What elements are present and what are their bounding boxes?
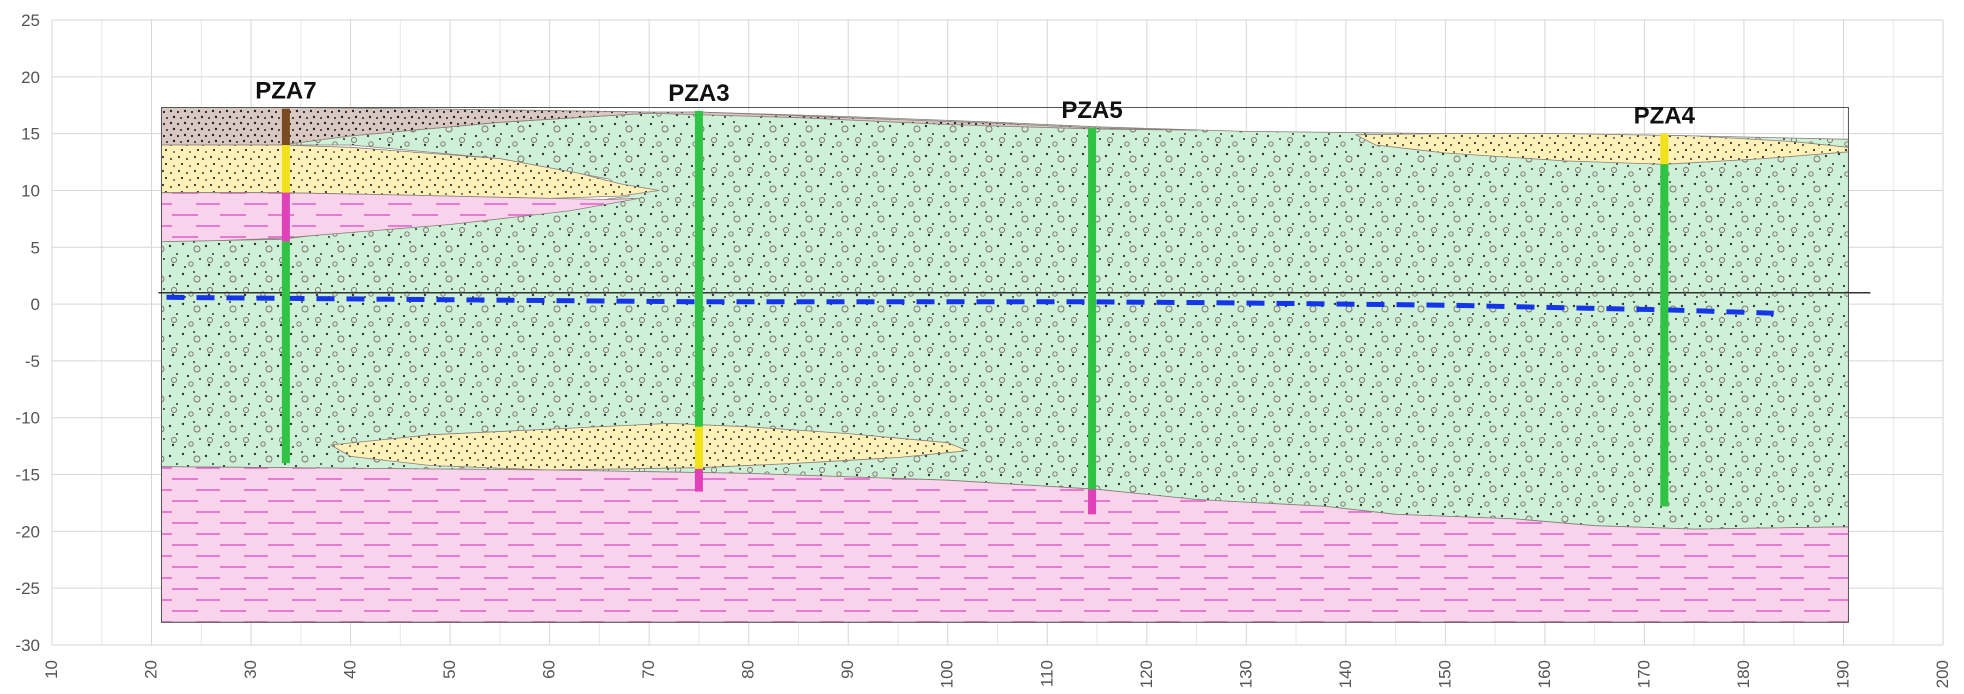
x-tick-label: 150 [1435, 660, 1454, 688]
borehole-segment-clay [282, 193, 290, 242]
borehole-segment-gravel [695, 111, 703, 427]
x-tick-label: 120 [1137, 660, 1156, 688]
borehole-segment-gravel [1660, 164, 1668, 506]
borehole-segment-sand [695, 427, 703, 469]
x-tick-label: 40 [341, 660, 360, 679]
x-tick-label: 50 [440, 660, 459, 679]
x-tick-label: 90 [838, 660, 857, 679]
y-tick-label: -20 [15, 522, 40, 541]
x-tick-label: 20 [142, 660, 161, 679]
y-axis: 25 20 15 10 5 0 -5 -10 -15 -20 -25 -30 [15, 11, 40, 655]
y-tick-label: 5 [31, 238, 40, 257]
x-tick-label: 170 [1634, 660, 1653, 688]
x-tick-label: 140 [1336, 660, 1355, 688]
x-tick-label: 80 [739, 660, 758, 679]
y-tick-label: -30 [15, 636, 40, 655]
y-tick-label: -25 [15, 579, 40, 598]
y-tick-label: 10 [21, 181, 40, 200]
x-axis: 10 20 30 40 50 60 70 80 90 100 110 120 130 140 150 160 1… [42, 660, 1952, 688]
borehole-label: PZA4 [1634, 103, 1696, 130]
x-tick-label: 30 [241, 660, 260, 679]
x-tick-label: 160 [1535, 660, 1554, 688]
borehole-label: PZA5 [1061, 97, 1122, 124]
y-tick-label: 20 [21, 68, 40, 87]
borehole-label: PZA7 [255, 78, 316, 105]
x-tick-label: 70 [639, 660, 658, 679]
x-tick-label: 110 [1037, 660, 1056, 687]
borehole-segment-sand [1660, 134, 1668, 165]
borehole-segment-topsoil [282, 109, 290, 145]
strata-layers [161, 108, 1848, 623]
borehole-segment-sand [282, 145, 290, 193]
x-tick-label: 60 [540, 660, 559, 679]
y-tick-label: -10 [15, 409, 40, 428]
x-tick-label: 130 [1236, 660, 1255, 688]
y-tick-label: -5 [25, 352, 40, 371]
x-tick-label: 200 [1933, 660, 1952, 688]
x-tick-label: 10 [42, 660, 61, 679]
y-tick-label: 0 [31, 295, 40, 314]
borehole-segment-gravel [1088, 128, 1096, 489]
borehole-segment-gravel [282, 242, 290, 464]
x-tick-label: 180 [1734, 660, 1753, 688]
x-tick-label: 190 [1833, 660, 1852, 688]
borehole-label: PZA3 [668, 80, 729, 107]
y-tick-label: 15 [21, 125, 40, 144]
borehole-segment-clay [1088, 489, 1096, 514]
y-tick-label: -15 [15, 466, 40, 485]
borehole-segment-clay [695, 469, 703, 492]
x-tick-label: 100 [938, 660, 957, 688]
y-tick-label: 25 [21, 11, 40, 30]
